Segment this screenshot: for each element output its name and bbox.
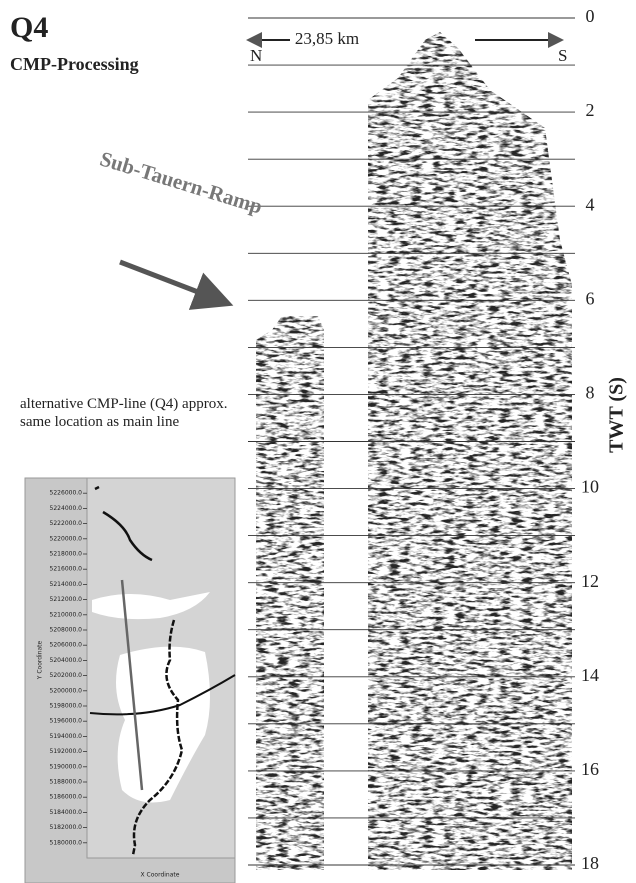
north-label: N bbox=[250, 46, 262, 65]
seismic-data bbox=[256, 30, 573, 870]
inset-y-tick-label: 5226000.0 bbox=[50, 490, 83, 497]
scale-label: 23,85 km bbox=[295, 29, 359, 48]
seismic-main bbox=[368, 30, 573, 870]
y-tick-label: 0 bbox=[586, 6, 595, 26]
inset-y-tick-label: 5184000.0 bbox=[50, 809, 83, 816]
y-tick-label: 2 bbox=[586, 100, 595, 120]
inset-y-tick-label: 5186000.0 bbox=[50, 794, 83, 801]
inset-y-tick-label: 5182000.0 bbox=[50, 824, 83, 831]
inset-y-tick-label: 5196000.0 bbox=[50, 718, 83, 725]
annotation: Sub-Tauern-Ramp bbox=[97, 146, 265, 218]
inset-y-tick-label: 5208000.0 bbox=[50, 627, 83, 634]
y-tick-label: 18 bbox=[581, 853, 599, 873]
inset-y-tick-label: 5224000.0 bbox=[50, 505, 83, 512]
figure: 0 2 4 6 8 10 12 14 16 18 Q4 CMP-Processing Sub-Ta… bbox=[0, 0, 636, 883]
inset-y-tick-label: 5204000.0 bbox=[50, 657, 83, 664]
y-axis-label: TWT (S) bbox=[606, 377, 628, 453]
inset-y-tick-label: 5200000.0 bbox=[50, 687, 83, 694]
south-label: S bbox=[558, 46, 567, 65]
inset-y-tick-label: 5206000.0 bbox=[50, 642, 83, 649]
inset-y-tick-label: 5216000.0 bbox=[50, 566, 83, 573]
y-tick-label: 14 bbox=[581, 665, 599, 685]
note: alternative CMP-line (Q4) approx. same l… bbox=[20, 395, 235, 431]
subtitle: CMP-Processing bbox=[10, 54, 139, 74]
inset-y-tick-label: 5194000.0 bbox=[50, 733, 83, 740]
y-tick-label: 12 bbox=[581, 571, 599, 591]
annotation-arrow bbox=[120, 262, 224, 302]
inset-y-tick-label: 5190000.0 bbox=[50, 763, 83, 770]
inset-y-tick-label: 5222000.0 bbox=[50, 520, 83, 527]
inset-y-tick-label: 5220000.0 bbox=[50, 535, 83, 542]
inset-y-tick-label: 5212000.0 bbox=[50, 596, 83, 603]
y-tick-label: 8 bbox=[586, 383, 595, 403]
inset-y-tick-label: 5210000.0 bbox=[50, 611, 83, 618]
title: Q4 bbox=[10, 11, 48, 44]
y-tick-label: 10 bbox=[581, 477, 599, 497]
inset-y-tick-label: 5180000.0 bbox=[50, 839, 83, 846]
inset-y-tick-label: 5202000.0 bbox=[50, 672, 83, 679]
inset-x-label: X Coordinate bbox=[141, 872, 180, 879]
note-box: alternative CMP-line (Q4) approx. same l… bbox=[20, 395, 235, 465]
inset-y-tick-label: 5218000.0 bbox=[50, 551, 83, 558]
map-inset: Y Coordinate X Coordinate 5226000.0 52240… bbox=[25, 478, 235, 883]
seismic-left bbox=[256, 316, 326, 870]
inset-y-tick-label: 5214000.0 bbox=[50, 581, 83, 588]
y-tick-label: 16 bbox=[581, 759, 599, 779]
inset-y-tick-label: 5192000.0 bbox=[50, 748, 83, 755]
inset-y-tick-label: 5198000.0 bbox=[50, 703, 83, 710]
inset-y-tick-label: 5188000.0 bbox=[50, 779, 83, 786]
y-tick-label: 6 bbox=[586, 288, 595, 308]
inset-y-label: Y Coordinate bbox=[37, 640, 44, 680]
y-tick-label: 4 bbox=[586, 194, 595, 214]
